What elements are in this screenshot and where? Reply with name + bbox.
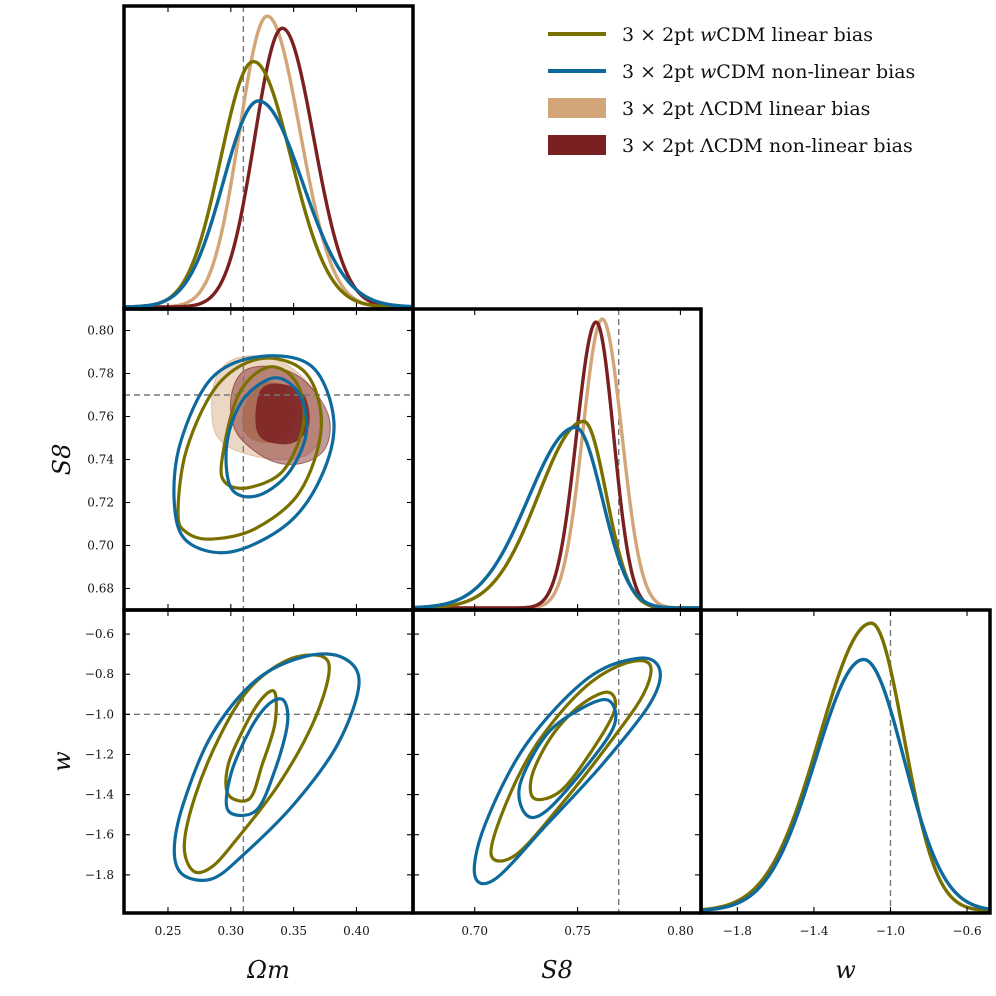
y-tick-label-s8: 0.72 xyxy=(87,496,114,510)
y-axis-label-s8: S8 xyxy=(48,444,76,476)
labels-layer: 0.25 0.30 0.35 0.40 0.70 0.75 0.80 −1.8 −1.4 −1.0… xyxy=(48,324,982,985)
x-tick-label-w: −1.4 xyxy=(799,924,829,938)
x-axis-label-s8: S8 xyxy=(541,956,573,984)
legend-label-prefix: 3 × 2pt xyxy=(622,24,700,46)
contour-inner-series0-s8_w xyxy=(528,690,618,802)
legend-label-italic: w xyxy=(700,61,716,83)
contour-inner-series3-om_s8 xyxy=(255,383,310,445)
y-tick-label-w: −1.6 xyxy=(85,828,114,842)
x-tick-label-s8: 0.70 xyxy=(461,924,488,938)
x-tick-label-w: −0.6 xyxy=(952,924,981,938)
marginal-om-series0 xyxy=(123,59,414,309)
legend-label-suffix: CDM linear bias xyxy=(716,24,873,46)
legend-label-prefix: 3 × 2pt xyxy=(622,98,700,120)
contour-outer-series0-om_s8 xyxy=(176,356,323,541)
x-tick-label-w: −1.0 xyxy=(876,924,905,938)
legend-label-suffix: ΛCDM linear bias xyxy=(699,98,870,120)
x-axis-label-om: Ωm xyxy=(246,956,290,984)
x-tick-label-om: 0.25 xyxy=(155,924,182,938)
legend-label-prefix: 3 × 2pt xyxy=(622,61,700,83)
x-tick-label-w: −1.8 xyxy=(723,924,752,938)
legend-swatch-2 xyxy=(548,98,606,118)
legend-swatch-3 xyxy=(548,135,606,155)
contour-outer-series1-s8_w xyxy=(472,656,662,886)
marginal-s8-series3 xyxy=(412,320,702,610)
y-tick-label-s8: 0.70 xyxy=(87,539,114,553)
y-tick-label-w: −0.8 xyxy=(85,667,114,681)
x-tick-label-s8: 0.80 xyxy=(667,924,694,938)
contour-outer-series0-om_w xyxy=(182,653,331,875)
y-tick-label-w: −1.2 xyxy=(85,747,114,761)
legend-label-italic: w xyxy=(700,24,716,46)
legend-label-suffix: CDM non-linear bias xyxy=(716,61,915,83)
panel-frame-1-2 xyxy=(411,608,703,915)
y-tick-label-s8: 0.76 xyxy=(87,410,114,424)
y-tick-label-w: −1.8 xyxy=(85,868,114,882)
contour-outer-series1-om_s8 xyxy=(172,354,336,555)
marginal-w-series1 xyxy=(700,657,991,912)
legend-label-0: 3 × 2pt wCDM linear bias xyxy=(622,24,873,46)
legend-label-1: 3 × 2pt wCDM non-linear bias xyxy=(622,61,915,83)
contour-inner-series1-s8_w xyxy=(517,698,618,820)
marginal-w-series0 xyxy=(700,621,991,913)
panel-frame-0-0 xyxy=(122,4,415,311)
legend-label-2: 3 × 2pt ΛCDM linear bias xyxy=(622,98,870,120)
legend-label-suffix: ΛCDM non-linear bias xyxy=(699,135,913,157)
x-axis-label-w: w xyxy=(835,956,856,984)
panel-frame-2-2 xyxy=(699,608,992,915)
marginal-om-series3 xyxy=(123,26,414,309)
y-tick-label-s8: 0.78 xyxy=(87,367,114,381)
contour-inner-series0-om_w xyxy=(224,689,278,803)
y-tick-label-s8: 0.68 xyxy=(87,582,114,596)
x-tick-label-om: 0.40 xyxy=(343,924,370,938)
contour-inner-series1-om_s8 xyxy=(224,376,309,499)
y-tick-label-w: −1.0 xyxy=(85,707,114,721)
x-tick-label-s8: 0.75 xyxy=(564,924,591,938)
y-tick-label-s8: 0.74 xyxy=(87,453,114,467)
contour-outer-series1-om_w xyxy=(172,652,361,882)
marginal-om-series1 xyxy=(123,99,414,309)
contour-inner-series1-om_w xyxy=(224,697,290,818)
y-tick-label-w: −1.4 xyxy=(85,788,115,802)
y-tick-label-w: −0.6 xyxy=(85,627,114,641)
x-tick-label-om: 0.35 xyxy=(280,924,307,938)
y-tick-label-s8: 0.80 xyxy=(87,324,114,338)
ticks-layer xyxy=(124,6,968,913)
y-axis-label-w: w xyxy=(48,751,76,772)
panel-frame-0-2 xyxy=(122,608,415,915)
curves-layer xyxy=(123,14,991,913)
x-tick-label-om: 0.30 xyxy=(217,924,244,938)
marginal-s8-series1 xyxy=(412,425,702,610)
legend-label-3: 3 × 2pt ΛCDM non-linear bias xyxy=(622,135,913,157)
contour-outer-series0-s8_w xyxy=(489,659,653,863)
marginal-s8-series0 xyxy=(412,419,702,610)
legend-label-prefix: 3 × 2pt xyxy=(622,135,700,157)
